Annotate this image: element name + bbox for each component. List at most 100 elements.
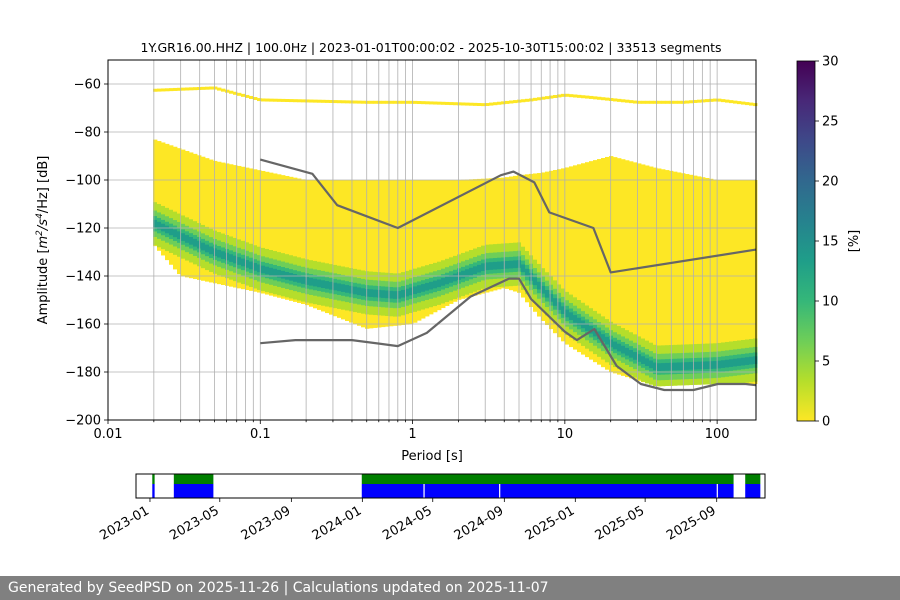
pdf-column: [585, 95, 590, 358]
pdf-cell: [233, 255, 238, 264]
pdf-column: [177, 87, 182, 275]
pdf-cell: [305, 277, 310, 285]
pdf-outlier-cell: [573, 94, 578, 98]
pdf-outlier-cell: [297, 99, 302, 103]
pdf-cell: [505, 261, 510, 269]
pdf-outlier-cell: [357, 100, 362, 104]
pdf-cell: [345, 285, 350, 293]
pdf-column: [357, 100, 362, 326]
pdf-column: [729, 100, 734, 384]
pdf-column: [209, 86, 214, 283]
pdf-cell: [253, 169, 258, 292]
colorbar-tick-label: 10: [822, 295, 839, 310]
pdf-column: [213, 86, 218, 284]
pdf-cell: [585, 323, 590, 331]
pdf-cell: [429, 281, 434, 290]
pdf-outlier-cell: [617, 98, 622, 102]
pdf-cell: [645, 165, 650, 384]
colorbar-label: [%]: [847, 230, 862, 253]
pdf-cell: [485, 178, 490, 293]
colorbar-tick-label: 5: [822, 355, 830, 370]
pdf-cell: [653, 362, 658, 371]
pdf-outlier-cell: [353, 100, 358, 104]
pdf-column: [465, 102, 470, 298]
pdf-outlier-cell: [381, 100, 386, 104]
pdf-outlier-cell: [337, 100, 342, 104]
pdf-cell: [613, 341, 618, 350]
pdf-cell: [473, 266, 478, 274]
pdf-cell: [385, 290, 390, 299]
pdf-cell: [173, 146, 178, 270]
pdf-cell: [293, 177, 298, 302]
pdf-outlier-cell: [457, 102, 462, 106]
colorbar-tick-label: 30: [822, 55, 839, 70]
pdf-cell: [541, 172, 546, 321]
y-tick-label: −180: [65, 366, 101, 381]
pdf-outlier-cell: [285, 99, 290, 103]
pdf-cell: [477, 178, 482, 295]
pdf-cell: [433, 180, 438, 313]
pdf-column: [725, 99, 730, 384]
pdf-cell: [357, 180, 362, 326]
pdf-cell: [285, 175, 290, 300]
pdf-cell: [661, 169, 666, 387]
pdf-outlier-cell: [157, 88, 162, 92]
pdf-cell: [361, 288, 366, 296]
pdf-cell: [185, 235, 190, 243]
pdf-cell: [425, 180, 430, 317]
pdf-cell: [693, 361, 698, 370]
timeline-frame: [135, 473, 766, 499]
pdf-column: [645, 100, 650, 384]
pdf-cell: [733, 358, 738, 367]
pdf-outlier-cell: [273, 98, 278, 102]
pdf-outlier-cell: [621, 99, 626, 103]
pdf-column: [505, 100, 510, 289]
pdf-column: [401, 100, 406, 326]
pdf-column: [445, 101, 450, 306]
pdf-column: [261, 98, 266, 294]
pdf-cell: [205, 244, 210, 253]
pdf-outlier-cell: [673, 100, 678, 104]
coverage-bars: [152, 474, 761, 498]
pdf-cell: [185, 151, 190, 278]
pdf-outlier-cell: [225, 89, 230, 93]
y-axis-ticks: −200 −180 −160 −140 −120 −100 −80 −60: [65, 78, 108, 429]
pdf-cell: [461, 270, 466, 279]
pdf-outlier-cell: [233, 91, 238, 95]
pdf-cell: [753, 356, 758, 364]
pdf-cell: [457, 179, 462, 300]
pdf-cell: [545, 171, 550, 326]
pdf-cell: [501, 261, 506, 269]
pdf-cell: [229, 254, 234, 262]
pdf-cell: [673, 362, 678, 371]
pdf-cell: [489, 262, 494, 270]
pdf-column: [381, 100, 386, 328]
pdf-outlier-cell: [361, 100, 366, 104]
pdf-cell: [469, 179, 474, 297]
pdf-cell: [421, 284, 426, 292]
pdf-cell: [413, 180, 418, 323]
pdf-cell: [677, 172, 682, 386]
pdf-column: [657, 100, 662, 387]
pdf-column: [173, 87, 178, 270]
coverage-green-bar: [173, 474, 214, 484]
pdf-column: [533, 97, 538, 312]
pdf-outlier-cell: [665, 100, 670, 104]
pdf-outlier-cell: [197, 87, 202, 91]
pdf-cell: [537, 173, 542, 317]
pdf-column: [197, 87, 202, 280]
pdf-cell: [325, 180, 330, 314]
pdf-cell: [349, 180, 354, 323]
pdf-cell: [373, 180, 378, 328]
pdf-cell: [513, 175, 518, 292]
pdf-outlier-cell: [365, 100, 370, 104]
pdf-cell: [441, 278, 446, 286]
pdf-column: [321, 99, 326, 312]
pdf-cell: [341, 284, 346, 292]
colorbar-tick-label: 15: [822, 235, 839, 250]
pdf-cell: [229, 164, 234, 287]
pdf-cell: [309, 277, 314, 286]
pdf-column: [689, 100, 694, 386]
pdf-column: [553, 94, 558, 334]
pdf-column: [525, 98, 530, 303]
